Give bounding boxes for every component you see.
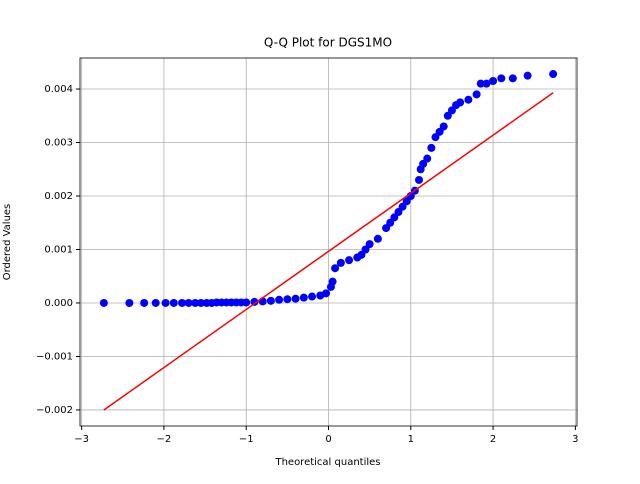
data-point	[476, 79, 485, 88]
data-point	[336, 258, 345, 267]
plot-frame	[79, 57, 578, 427]
data-point	[373, 234, 382, 243]
data-point	[299, 293, 308, 302]
data-point	[482, 79, 491, 88]
data-point	[161, 298, 170, 307]
data-point	[415, 175, 424, 184]
data-point	[266, 296, 275, 305]
data-point	[365, 240, 374, 249]
data-point	[99, 298, 108, 307]
data-point	[497, 74, 506, 83]
fit-line	[103, 92, 554, 411]
y-tick-label: 0.001	[44, 244, 73, 255]
data-point	[489, 77, 498, 85]
data-point	[140, 298, 149, 307]
data-point	[178, 298, 187, 307]
chart-title: Q-Q Plot for DGS1MO	[264, 36, 392, 50]
data-point	[423, 154, 432, 163]
data-point	[456, 98, 465, 107]
y-axis-label: Ordered Values	[2, 204, 13, 281]
data-point	[275, 295, 284, 304]
x-tick-label: 1	[408, 434, 414, 445]
data-point	[151, 298, 160, 307]
x-axis-label: Theoretical quantiles	[274, 457, 380, 468]
data-point	[322, 289, 331, 298]
x-tick-label: −3	[74, 434, 89, 445]
y-tick-label: 0.000	[44, 298, 73, 309]
data-point	[169, 298, 178, 307]
data-point	[508, 74, 517, 83]
data-point	[328, 277, 337, 286]
data-point	[291, 294, 300, 303]
data-point	[464, 95, 473, 104]
data-point	[308, 292, 317, 301]
data-point	[439, 122, 448, 131]
x-tick-label: 0	[325, 434, 331, 445]
data-point	[427, 143, 436, 152]
y-tick-label: −0.002	[36, 405, 73, 416]
y-tick-label: 0.003	[44, 138, 73, 149]
y-tick-label: 0.004	[44, 84, 73, 95]
data-point	[549, 70, 558, 79]
data-point	[191, 298, 200, 307]
data-point	[472, 90, 481, 99]
x-tick-label: −1	[239, 434, 254, 445]
data-point	[283, 295, 292, 304]
data-point	[125, 298, 134, 307]
x-tick-label: 3	[572, 434, 578, 445]
data-point	[184, 298, 193, 307]
data-point	[345, 256, 354, 265]
y-tick-label: 0.002	[44, 191, 73, 202]
x-tick-label: 2	[490, 434, 496, 445]
data-point	[242, 298, 251, 307]
data-point	[196, 298, 205, 307]
data-point	[331, 264, 340, 273]
y-tick-label: −0.001	[36, 351, 73, 362]
data-point	[250, 297, 259, 306]
x-tick-label: −2	[157, 434, 172, 445]
data-point	[523, 71, 532, 80]
